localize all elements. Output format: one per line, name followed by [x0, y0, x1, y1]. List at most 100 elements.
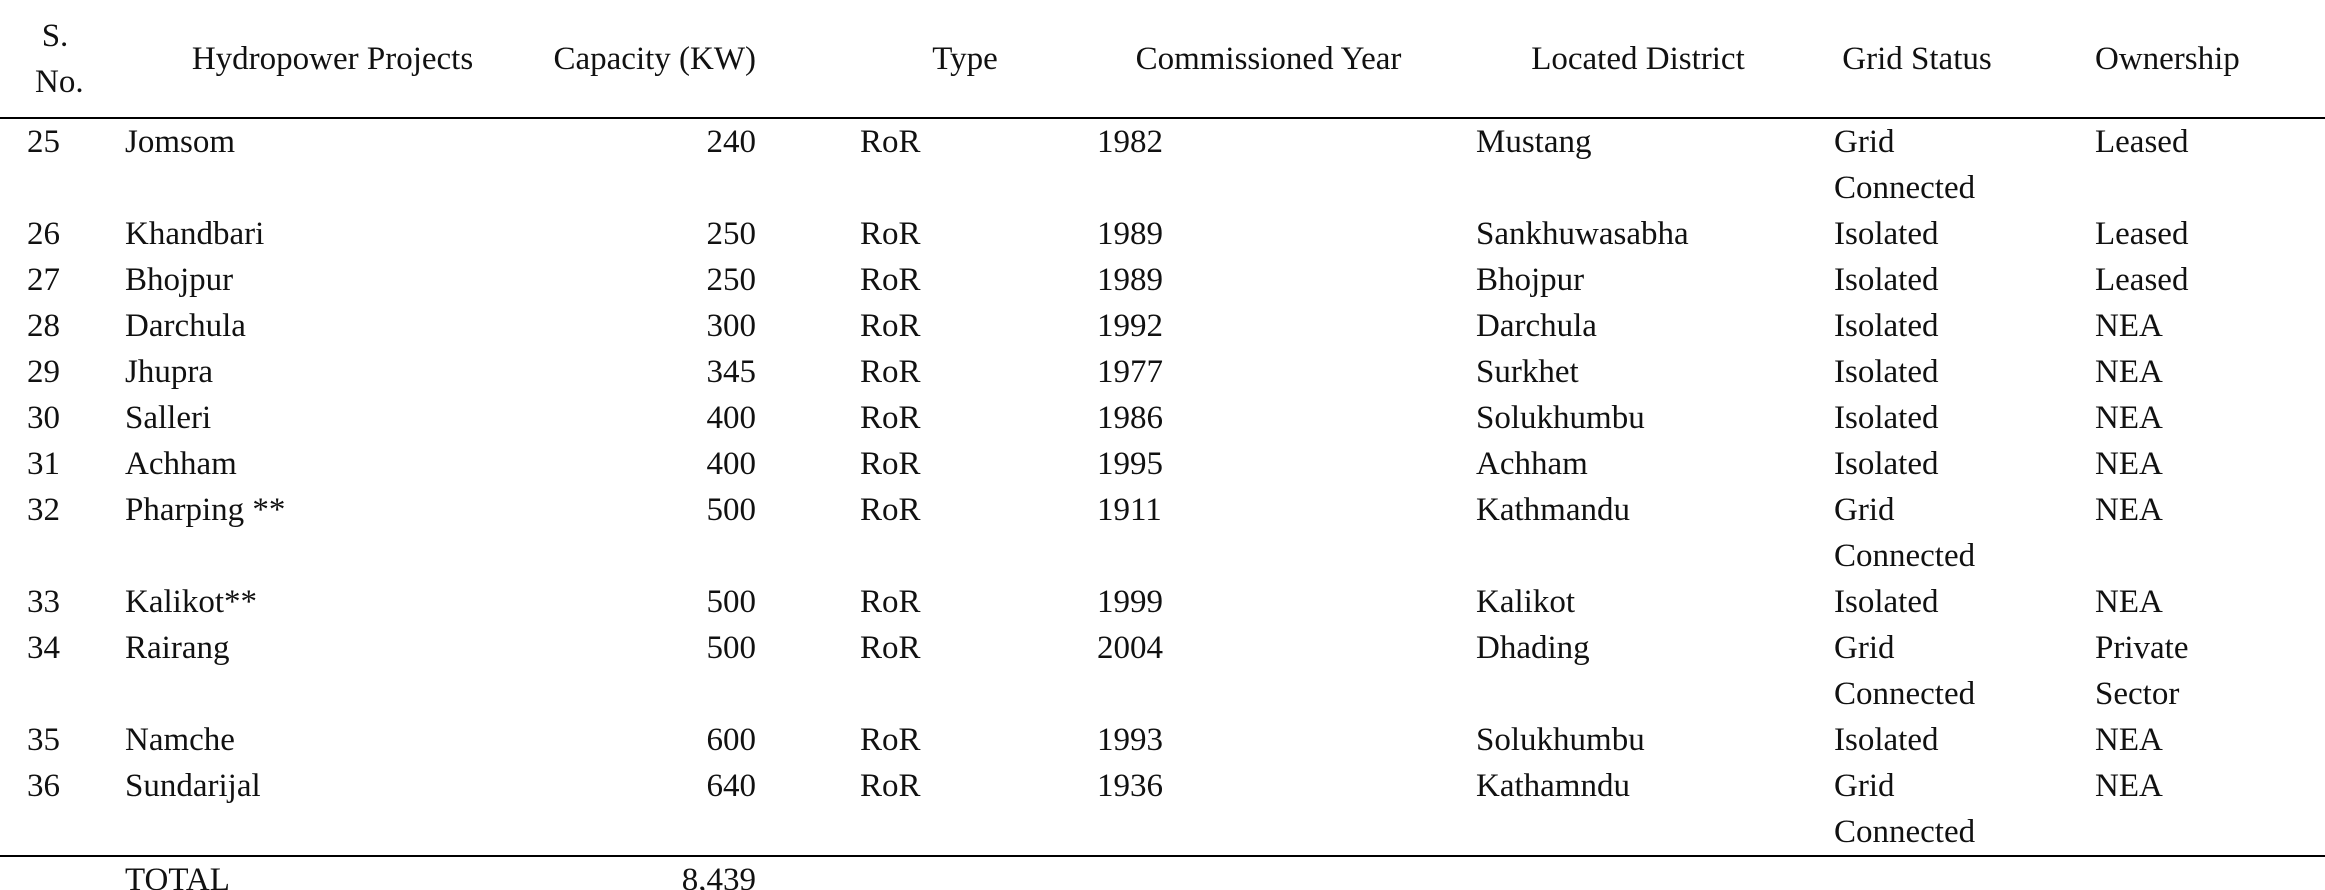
- table-cell: NEA: [2060, 763, 2325, 857]
- table-cell: Leased: [2095, 216, 2189, 252]
- table-cell: 345: [706, 354, 757, 390]
- total-row: TOTAL 8,439: [0, 856, 2325, 890]
- table-cell: 29: [27, 354, 60, 390]
- table-cell: Surkhet: [1476, 354, 1579, 390]
- table-cell: 1982: [1097, 124, 1163, 160]
- table-cell: 1989: [1097, 262, 1163, 298]
- table-cell: [0, 856, 110, 890]
- table-cell: Grid Connected: [1834, 630, 1976, 712]
- table-cell: NEA: [2095, 308, 2163, 344]
- table-cell: Leased: [2095, 262, 2189, 298]
- table-header: S. No. Hydropower Projects Capacity (KW) Ty…: [0, 0, 2325, 119]
- table-cell: [1800, 856, 2060, 890]
- table-cell: 35: [27, 722, 60, 758]
- table-cell: [1440, 856, 1800, 890]
- table-cell: Bhojpur: [125, 262, 234, 298]
- table-cell: RoR: [860, 124, 921, 160]
- table-cell: Mustang: [1476, 124, 1592, 160]
- table-cell: Achham: [125, 446, 237, 482]
- table-cell: 1936: [1070, 763, 1440, 857]
- table-cell: NEA: [2095, 584, 2163, 620]
- total-value: 8,439: [681, 862, 756, 890]
- table-cell: 25: [27, 124, 60, 160]
- table-cell: Sundarijal: [110, 763, 540, 857]
- header-cell: Capacity (KW): [540, 0, 790, 119]
- header-text: S. No.: [35, 17, 84, 100]
- table-cell: RoR: [860, 630, 921, 666]
- table-cell: 1995: [1097, 446, 1163, 482]
- table-cell: Isolated: [1834, 584, 1939, 620]
- table-row: 35 Namche 600 RoR 1993 Solukhumbu Isolated NEA: [0, 717, 2325, 763]
- table-cell: Isolated: [1834, 400, 1939, 436]
- table-cell: [790, 856, 1070, 890]
- table-cell: 31: [27, 446, 60, 482]
- table-cell: RoR: [790, 763, 1070, 857]
- table-cell: 1989: [1097, 216, 1163, 252]
- table-row: 26 Khandbari 250 RoR 1989 Sankhuwasabha Isolat…: [0, 211, 2325, 257]
- table-cell: 500: [706, 584, 757, 620]
- table-cell: RoR: [860, 722, 921, 758]
- table-cell: Leased: [2095, 124, 2189, 160]
- table-cell: Grid Connected: [1800, 763, 2060, 857]
- header-cell: Hydropower Projects: [110, 0, 540, 119]
- table-cell: Isolated: [1834, 262, 1939, 298]
- table-cell: 1993: [1097, 722, 1163, 758]
- table-cell: Kalikot**: [125, 584, 257, 620]
- table-cell: [1070, 856, 1440, 890]
- table-cell: Kathmandu: [1476, 492, 1630, 528]
- table-cell: 400: [706, 400, 757, 436]
- table-cell: Khandbari: [125, 216, 265, 252]
- table-cell: Grid Connected: [1834, 492, 1976, 574]
- table-cell: 640: [540, 763, 790, 857]
- table-row: 32 Pharping ** 500 RoR 1911 Kathmandu Grid Con…: [0, 487, 2325, 579]
- table-row: 28 Darchula 300 RoR 1992 Darchula Isolated NEA: [0, 303, 2325, 349]
- table-cell: Isolated: [1834, 722, 1939, 758]
- table-cell: Sankhuwasabha: [1476, 216, 1689, 252]
- table-row: 31 Achham 400 RoR 1995 Achham Isolated NEA: [0, 441, 2325, 487]
- table-cell: 36: [0, 763, 110, 857]
- table-cell: Pharping **: [125, 492, 286, 528]
- table-cell: 28: [27, 308, 60, 344]
- table-cell: RoR: [860, 492, 921, 528]
- table-cell: 34: [27, 630, 60, 666]
- table-cell: 250: [706, 262, 757, 298]
- table-cell: Isolated: [1834, 446, 1939, 482]
- table-cell: NEA: [2095, 400, 2163, 436]
- table-cell: Salleri: [125, 400, 212, 436]
- table-cell: 1977: [1097, 354, 1163, 390]
- header-cell: S. No.: [0, 0, 110, 119]
- table-cell: 1992: [1097, 308, 1163, 344]
- table-row: 36 Sundarijal 640 RoR 1936 Kathamndu Grid Conn…: [0, 763, 2325, 857]
- table-cell: Isolated: [1834, 216, 1939, 252]
- table-cell: 600: [706, 722, 757, 758]
- table-cell: RoR: [860, 446, 921, 482]
- table-cell: RoR: [860, 354, 921, 390]
- table-cell: RoR: [860, 216, 921, 252]
- header-cell: Located District: [1440, 0, 1800, 119]
- table-cell: Darchula: [1476, 308, 1597, 344]
- table-row: 30 Salleri 400 RoR 1986 Solukhumbu Isolated NEA: [0, 395, 2325, 441]
- table-cell: Bhojpur: [1476, 262, 1585, 298]
- table-cell: 400: [706, 446, 757, 482]
- table-cell: RoR: [860, 584, 921, 620]
- table-body: 25 Jomsom 240 RoR 1982 Mustang Grid Connected L…: [0, 118, 2325, 890]
- table-cell: Solukhumbu: [1476, 400, 1645, 436]
- table-row: 27 Bhojpur 250 RoR 1989 Bhojpur Isolated Leased: [0, 257, 2325, 303]
- table-cell: RoR: [860, 400, 921, 436]
- header-cell: Commissioned Year: [1070, 0, 1440, 119]
- table-cell: Private Sector: [2095, 630, 2189, 712]
- header-row: S. No. Hydropower Projects Capacity (KW) Ty…: [0, 0, 2325, 119]
- table-cell: 2004: [1097, 630, 1163, 666]
- table-cell: Jhupra: [125, 354, 213, 390]
- table-row: 33 Kalikot** 500 RoR 1999 Kalikot Isolated NEA: [0, 579, 2325, 625]
- table-cell: 33: [27, 584, 60, 620]
- table-cell: 26: [27, 216, 60, 252]
- table-cell: 32: [27, 492, 60, 528]
- table-cell: Jomsom: [125, 124, 236, 160]
- table-row: 34 Rairang 500 RoR 2004 Dhading Grid Connected…: [0, 625, 2325, 717]
- table-cell: Rairang: [125, 630, 230, 666]
- table-cell: 250: [706, 216, 757, 252]
- table-cell: RoR: [860, 308, 921, 344]
- table-cell: 1986: [1097, 400, 1163, 436]
